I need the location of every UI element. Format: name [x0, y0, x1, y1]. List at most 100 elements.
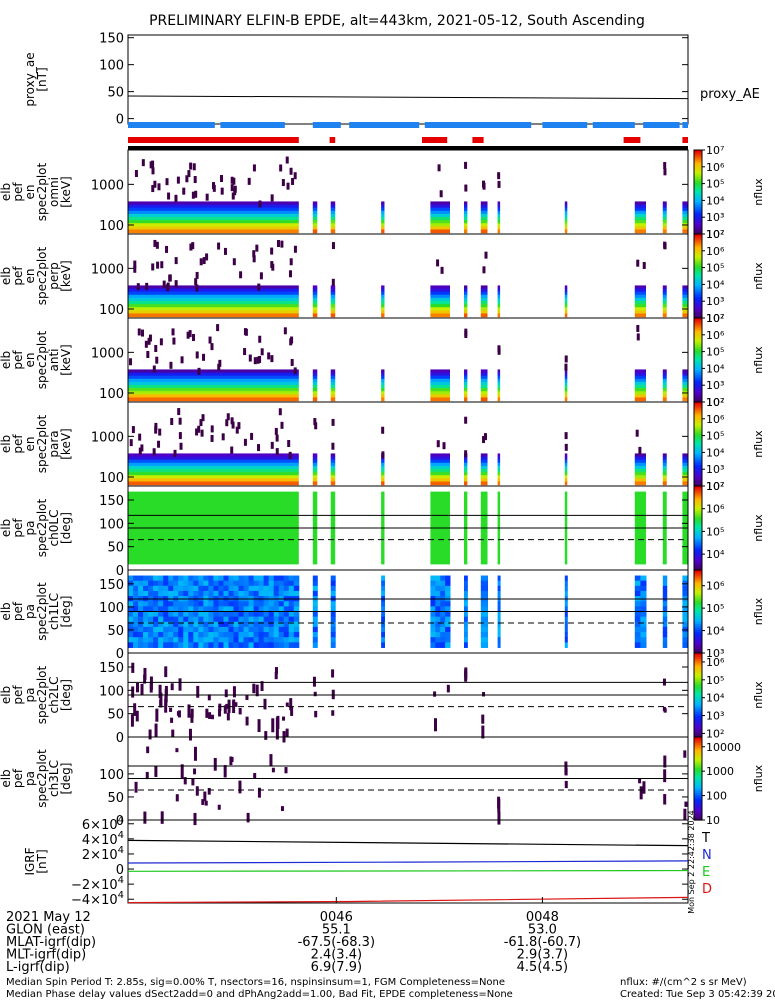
colorbar-cell: [694, 286, 702, 290]
spectrogram-cell: [208, 637, 214, 643]
spectrogram-cell: [238, 580, 245, 587]
panel-ch2: 1000100elbpefenspec2plotanti[keV]10⁷10⁶1…: [0, 312, 765, 409]
creation-stamp: Mon Sep 2 22:42:38 2024: [687, 810, 696, 914]
spectrogram-cell: [192, 163, 196, 171]
spectrogram-cell: [634, 217, 646, 221]
colorbar-cell: [694, 657, 702, 660]
spectrogram-cell: [175, 748, 179, 753]
spectrogram-cell: [263, 642, 270, 648]
spectrogram-cell: [288, 616, 295, 623]
spectrogram-cell: [464, 184, 468, 192]
spectrogram-cell: [284, 767, 288, 774]
spectrogram-cell: [163, 642, 169, 648]
spectrogram-cell: [564, 363, 568, 371]
spectrogram-cell: [129, 439, 133, 447]
spectrogram-cell: [381, 201, 385, 206]
spectrogram-cell: [275, 448, 279, 456]
spectrogram-cell: [312, 632, 318, 638]
spectrogram-cell: [312, 606, 318, 612]
spectrogram-cell: [634, 472, 646, 476]
spectrogram-cell: [133, 601, 139, 607]
spectrogram-cell: [464, 223, 468, 227]
spectrogram-cell: [381, 381, 385, 386]
spectrogram-cell: [497, 172, 501, 180]
spectrogram-cell: [312, 307, 318, 311]
colorbar-cell: [694, 674, 702, 677]
spectrogram-cell: [312, 288, 318, 293]
colorbar-cell: [694, 659, 702, 662]
spectrogram-cell: [273, 616, 280, 623]
colorbar-cell: [694, 276, 702, 279]
spectrogram-cell: [662, 478, 667, 483]
spectrogram-cell: [381, 285, 385, 290]
spectrogram-cell: [662, 291, 667, 296]
spectrogram-cell: [497, 799, 501, 813]
spectrogram-cell: [255, 684, 259, 697]
spectrogram-cell: [138, 642, 144, 648]
spectrogram-cell: [165, 178, 169, 186]
spectrogram-cell: [663, 794, 667, 805]
spectrogram-cell: [430, 475, 450, 479]
colorbar-cell: [694, 248, 702, 252]
y-label-line: [nT]: [35, 849, 49, 873]
spectrogram-cell: [330, 285, 336, 290]
colorbar-cell: [694, 255, 702, 258]
colorbar-cell: [694, 345, 702, 348]
spectrogram-cell: [288, 451, 292, 459]
spectrogram-cell: [143, 616, 149, 623]
colorbar-cell: [694, 273, 702, 277]
spectrogram-cell: [381, 210, 385, 215]
spectrogram-cell: [497, 201, 501, 206]
spectrogram-cell: [662, 304, 667, 308]
panels: 150100500proxy_ae[nT]proxy_AE1000100elbp…: [0, 32, 765, 914]
spectrogram-cell: [238, 606, 245, 612]
spectrogram-cell: [153, 575, 159, 582]
spectrogram-cell: [234, 702, 238, 707]
spectrogram-cell: [173, 632, 179, 638]
colorbar-cell: [694, 435, 702, 439]
spectrogram-cell: [243, 616, 250, 623]
spectrogram-cell: [312, 297, 318, 302]
spectrogram-cell: [381, 213, 385, 218]
spectrogram-cell: [430, 223, 450, 227]
colorbar-cell: [694, 646, 702, 650]
colorbar-cell: [694, 749, 702, 753]
spectrogram-cell: [662, 611, 668, 618]
spectrogram-cell: [218, 580, 224, 587]
spectrogram-cell: [194, 278, 198, 286]
spectrogram-cell: [497, 375, 501, 380]
spectrogram-cell: [178, 575, 184, 582]
spectrogram-cell: [381, 394, 385, 399]
spectrogram-cell: [430, 220, 450, 224]
spectrogram-cell: [223, 642, 229, 648]
spectrogram-cell: [381, 229, 385, 234]
spectrogram-cell: [330, 469, 336, 473]
spectrogram-cell: [128, 642, 134, 648]
spectrogram-cell: [178, 642, 184, 648]
y-tick-label: 50: [107, 624, 124, 639]
colorbar-tick-label: 10⁴: [706, 278, 725, 291]
spectrogram-cell: [175, 794, 179, 802]
spectrogram-cell: [312, 616, 318, 623]
spectrogram-cell: [290, 706, 294, 716]
spectrogram-cell: [133, 611, 139, 618]
spectrogram-cell: [662, 590, 668, 597]
spectrogram-cell: [634, 621, 641, 628]
spectrogram-cell: [464, 601, 468, 607]
spectrogram-cell: [288, 611, 295, 618]
spectrogram-cell: [480, 459, 488, 464]
spectrogram-cell: [138, 632, 144, 638]
y-tick-label: 100: [99, 219, 124, 234]
spectrogram-cell: [190, 713, 194, 723]
y-label-line: elb: [0, 351, 13, 369]
spectrogram-cell: [200, 429, 204, 437]
colorbar-cell: [694, 592, 702, 596]
colorbar-cell: [694, 615, 702, 619]
spectrogram-cell: [634, 611, 641, 618]
colorbar-cell: [694, 166, 702, 170]
spectrogram-cell: [464, 285, 468, 290]
spectrogram-cell: [259, 272, 263, 280]
spectrogram-cell: [289, 338, 293, 346]
spectrogram-cell: [173, 616, 179, 623]
spectrogram-cell: [128, 606, 134, 612]
